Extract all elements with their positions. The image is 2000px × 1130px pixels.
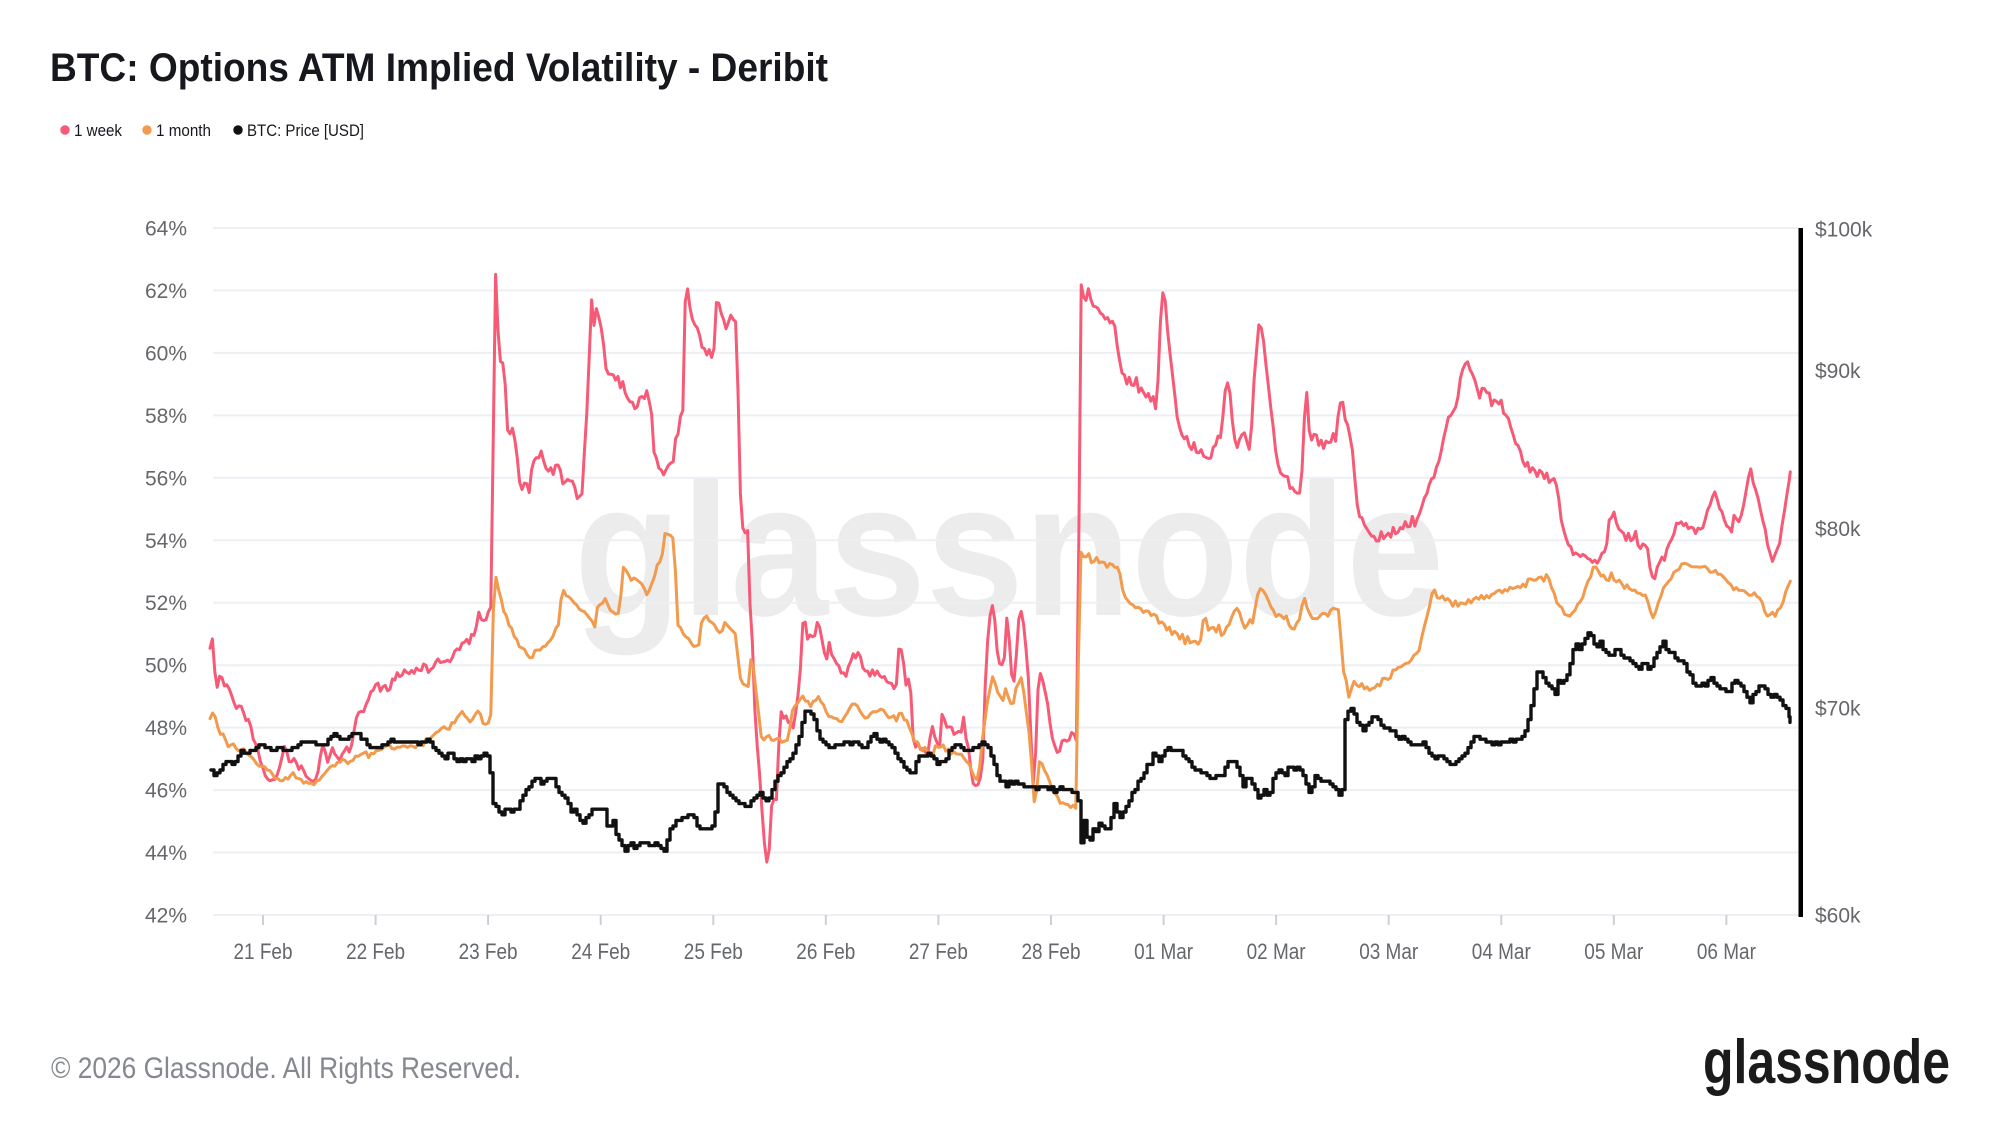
svg-text:23 Feb: 23 Feb: [459, 939, 518, 964]
svg-text:$100k: $100k: [1815, 219, 1873, 242]
svg-text:21 Feb: 21 Feb: [234, 939, 293, 964]
svg-text:44%: 44%: [145, 842, 187, 865]
svg-text:54%: 54%: [145, 530, 187, 553]
svg-text:50%: 50%: [145, 655, 187, 678]
svg-text:$60k: $60k: [1815, 905, 1861, 928]
svg-text:06 Mar: 06 Mar: [1697, 939, 1756, 964]
svg-text:52%: 52%: [145, 592, 187, 615]
svg-text:$90k: $90k: [1815, 360, 1861, 383]
svg-text:02 Mar: 02 Mar: [1247, 939, 1306, 964]
svg-text:glassnode: glassnode: [1703, 1028, 1950, 1097]
svg-text:58%: 58%: [145, 405, 187, 428]
svg-text:BTC: Options ATM Implied Volat: BTC: Options ATM Implied Volatility - De…: [50, 46, 828, 90]
svg-text:$70k: $70k: [1815, 698, 1861, 721]
svg-text:46%: 46%: [145, 780, 187, 803]
svg-text:22 Feb: 22 Feb: [346, 939, 405, 964]
svg-text:28 Feb: 28 Feb: [1022, 939, 1081, 964]
svg-text:05 Mar: 05 Mar: [1584, 939, 1643, 964]
svg-text:04 Mar: 04 Mar: [1472, 939, 1531, 964]
svg-text:01 Mar: 01 Mar: [1134, 939, 1193, 964]
svg-text:1 month: 1 month: [156, 121, 211, 140]
svg-text:1 week: 1 week: [74, 121, 122, 140]
svg-text:25 Feb: 25 Feb: [684, 939, 743, 964]
svg-text:27 Feb: 27 Feb: [909, 939, 968, 964]
svg-text:48%: 48%: [145, 717, 187, 740]
svg-text:26 Feb: 26 Feb: [796, 939, 855, 964]
svg-text:42%: 42%: [145, 905, 187, 928]
svg-text:© 2026 Glassnode. All Rights R: © 2026 Glassnode. All Rights Reserved.: [51, 1052, 521, 1085]
svg-text:BTC: Price [USD]: BTC: Price [USD]: [247, 121, 364, 140]
svg-text:64%: 64%: [145, 218, 187, 241]
svg-text:03 Mar: 03 Mar: [1359, 939, 1418, 964]
svg-text:24 Feb: 24 Feb: [571, 939, 630, 964]
svg-text:62%: 62%: [145, 280, 187, 303]
svg-text:56%: 56%: [145, 467, 187, 490]
svg-text:60%: 60%: [145, 342, 187, 365]
svg-text:$80k: $80k: [1815, 518, 1861, 541]
